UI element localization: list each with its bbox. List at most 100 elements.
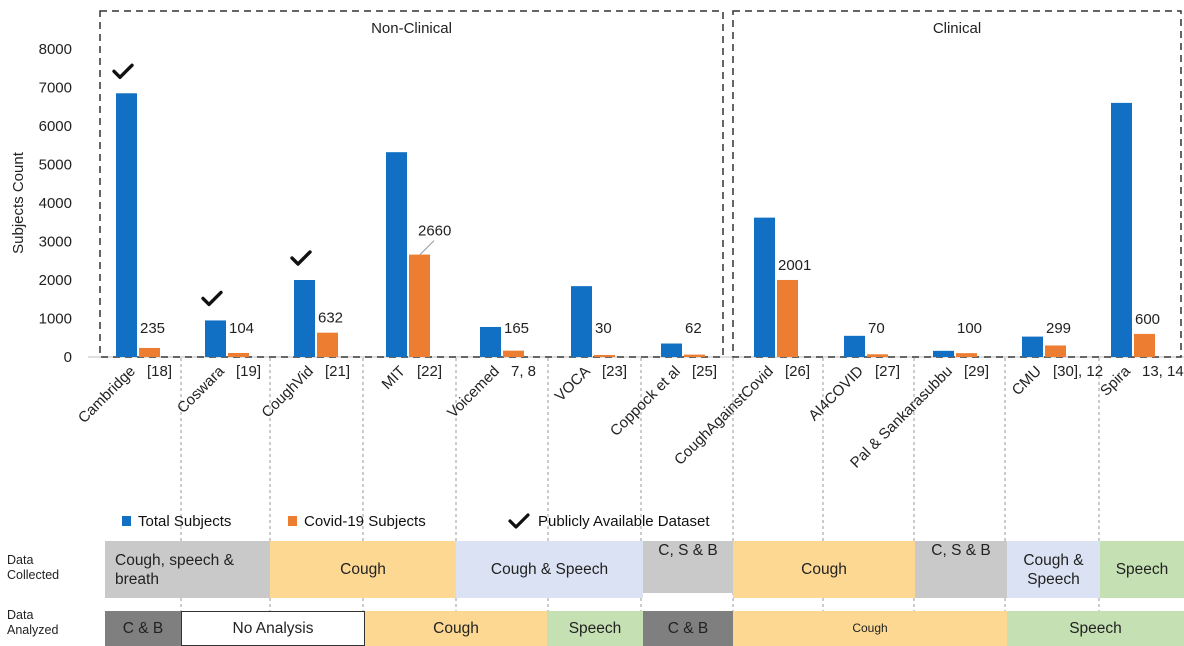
y-tick-6000: 6000 — [39, 118, 72, 135]
bar-total-coughvid — [294, 280, 315, 357]
category-label-coughagainstcovid: CoughAgainstCovid — [671, 363, 777, 469]
data-label-covid-cmu: 299 — [1046, 320, 1071, 337]
row-collected-cell-cough-speech-3: Cough & Speech — [456, 541, 643, 598]
legend-covid-subjects: Covid-19 Subjects — [288, 510, 426, 532]
bar-covid-voicemed — [503, 350, 524, 357]
data-label-covid-voicemed: 165 — [504, 320, 529, 337]
ref-ai4covid: [27] — [875, 363, 900, 380]
y-tick-5000: 5000 — [39, 157, 72, 174]
ref-cmu: [30], 12 — [1053, 363, 1103, 380]
bar-covid-cambridge — [139, 347, 160, 357]
bar-covid-voca — [594, 355, 615, 357]
y-tick-3000: 3000 — [39, 234, 72, 251]
y-tick-2000: 2000 — [39, 272, 72, 289]
bar-total-cmu — [1022, 336, 1043, 357]
check-icon-cambridge — [112, 63, 134, 79]
legend-label-total: Total Subjects — [138, 512, 232, 530]
data-label-covid-mit: 2660 — [418, 223, 451, 240]
data-label-covid-coppock-et-al: 62 — [685, 320, 702, 337]
bar-total-coughagainstcovid — [754, 217, 775, 357]
row-collected-cell-c-s-b-4: C, S & B — [643, 541, 733, 593]
ref-coughvid: [21] — [325, 363, 350, 380]
row-analyzed-cell-speech-7: Speech — [1007, 611, 1184, 646]
y-tick-4000: 4000 — [39, 195, 72, 212]
data-label-covid-pal-sankarasubbu: 100 — [957, 320, 982, 337]
group-label-non-clinical: Non-Clinical — [371, 20, 452, 37]
legend-swatch-covid — [288, 516, 297, 526]
y-tick-1000: 1000 — [39, 311, 72, 328]
category-label-pal-sankarasubbu: Pal & Sankarasubbu — [847, 363, 956, 472]
row-analyzed-cell-cough-6: Cough — [733, 611, 1007, 646]
group-box-non-clinical — [99, 10, 724, 358]
bar-covid-pal-sankarasubbu — [956, 353, 977, 357]
ref-spira: 13, 14 — [1142, 363, 1184, 380]
row-label-collected: Data Collected — [7, 553, 60, 582]
bar-total-pal-sankarasubbu — [933, 350, 954, 357]
bar-total-mit — [386, 152, 407, 357]
bar-total-voca — [571, 286, 592, 357]
row-collected-cell-cough-speech-7: Cough & Speech — [1007, 541, 1100, 598]
bar-total-coswara — [205, 320, 226, 357]
data-label-covid-voca: 30 — [595, 320, 612, 337]
data-label-covid-coswara: 104 — [229, 320, 254, 337]
ref-mit: [22] — [417, 363, 442, 380]
bar-covid-coughvid — [317, 332, 338, 357]
ref-voicemed: 7, 8 — [511, 363, 536, 380]
ref-cambridge: [18] — [147, 363, 172, 380]
ref-pal-sankarasubbu: [29] — [964, 363, 989, 380]
leader-line-mit — [419, 240, 435, 255]
category-label-voca: VOCA — [552, 363, 594, 405]
legend-label-public: Publicly Available Dataset — [538, 512, 710, 530]
bar-covid-mit — [409, 254, 430, 357]
ref-coswara: [19] — [236, 363, 261, 380]
category-label-mit: MIT — [379, 363, 409, 393]
legend-public-dataset: Publicly Available Dataset — [508, 510, 710, 532]
data-label-covid-spira: 600 — [1135, 311, 1160, 328]
ref-voca: [23] — [602, 363, 627, 380]
ref-coppock-et-al: [25] — [692, 363, 717, 380]
bar-total-ai4covid — [844, 335, 865, 357]
category-label-cambridge: Cambridge — [75, 363, 139, 427]
row-analyzed-cell-c-b-5: C & B — [643, 611, 733, 646]
y-tick-0: 0 — [64, 349, 72, 366]
check-icon — [508, 513, 530, 529]
row-analyzed-cell-speech-4: Speech — [547, 611, 643, 646]
legend-swatch-total — [122, 516, 131, 526]
bar-covid-coppock-et-al — [684, 354, 705, 357]
bar-covid-coughagainstcovid — [777, 279, 798, 357]
y-axis-label: Subjects Count — [10, 151, 27, 254]
check-icon-coswara — [201, 290, 223, 307]
bar-total-spira — [1111, 102, 1132, 358]
group-label-clinical: Clinical — [933, 20, 981, 37]
y-tick-8000: 8000 — [39, 41, 72, 58]
ref-coughagainstcovid: [26] — [785, 363, 810, 380]
row-collected-cell-cough-2: Cough — [270, 541, 456, 598]
check-icon-coughvid — [290, 250, 312, 266]
data-label-covid-coughagainstcovid: 2001 — [778, 257, 811, 274]
row-collected-cell-cough-speech-breath-1: Cough, speech & breath — [105, 541, 270, 598]
data-label-covid-cambridge: 235 — [140, 320, 165, 337]
row-analyzed-cell-cough-3: Cough — [365, 611, 547, 646]
y-tick-7000: 7000 — [39, 80, 72, 97]
bar-total-voicemed — [480, 326, 501, 357]
row-analyzed-cell-c-b-1: C & B — [105, 611, 181, 646]
bar-total-cambridge — [116, 93, 137, 358]
legend-label-covid: Covid-19 Subjects — [304, 512, 426, 530]
category-label-voicemed: Voicemed — [444, 363, 503, 422]
data-label-covid-ai4covid: 70 — [868, 320, 885, 337]
category-label-coswara: Coswara — [174, 362, 228, 416]
bar-covid-ai4covid — [867, 354, 888, 357]
category-label-coughvid: CoughVid — [258, 363, 316, 421]
row-label-analyzed: Data Analyzed — [7, 608, 59, 637]
legend-total-subjects: Total Subjects — [122, 510, 231, 532]
data-label-covid-coughvid: 632 — [318, 310, 343, 327]
bar-covid-spira — [1134, 333, 1155, 357]
row-collected-cell-c-s-b-6: C, S & B — [915, 541, 1007, 598]
row-collected-cell-speech-8: Speech — [1100, 541, 1184, 598]
row-collected-cell-cough-5: Cough — [733, 541, 915, 598]
bar-total-coppock-et-al — [661, 343, 682, 357]
category-label-cmu: CMU — [1009, 363, 1045, 399]
row-analyzed-cell-no-analysis-2: No Analysis — [181, 611, 365, 646]
bar-covid-cmu — [1045, 345, 1066, 357]
